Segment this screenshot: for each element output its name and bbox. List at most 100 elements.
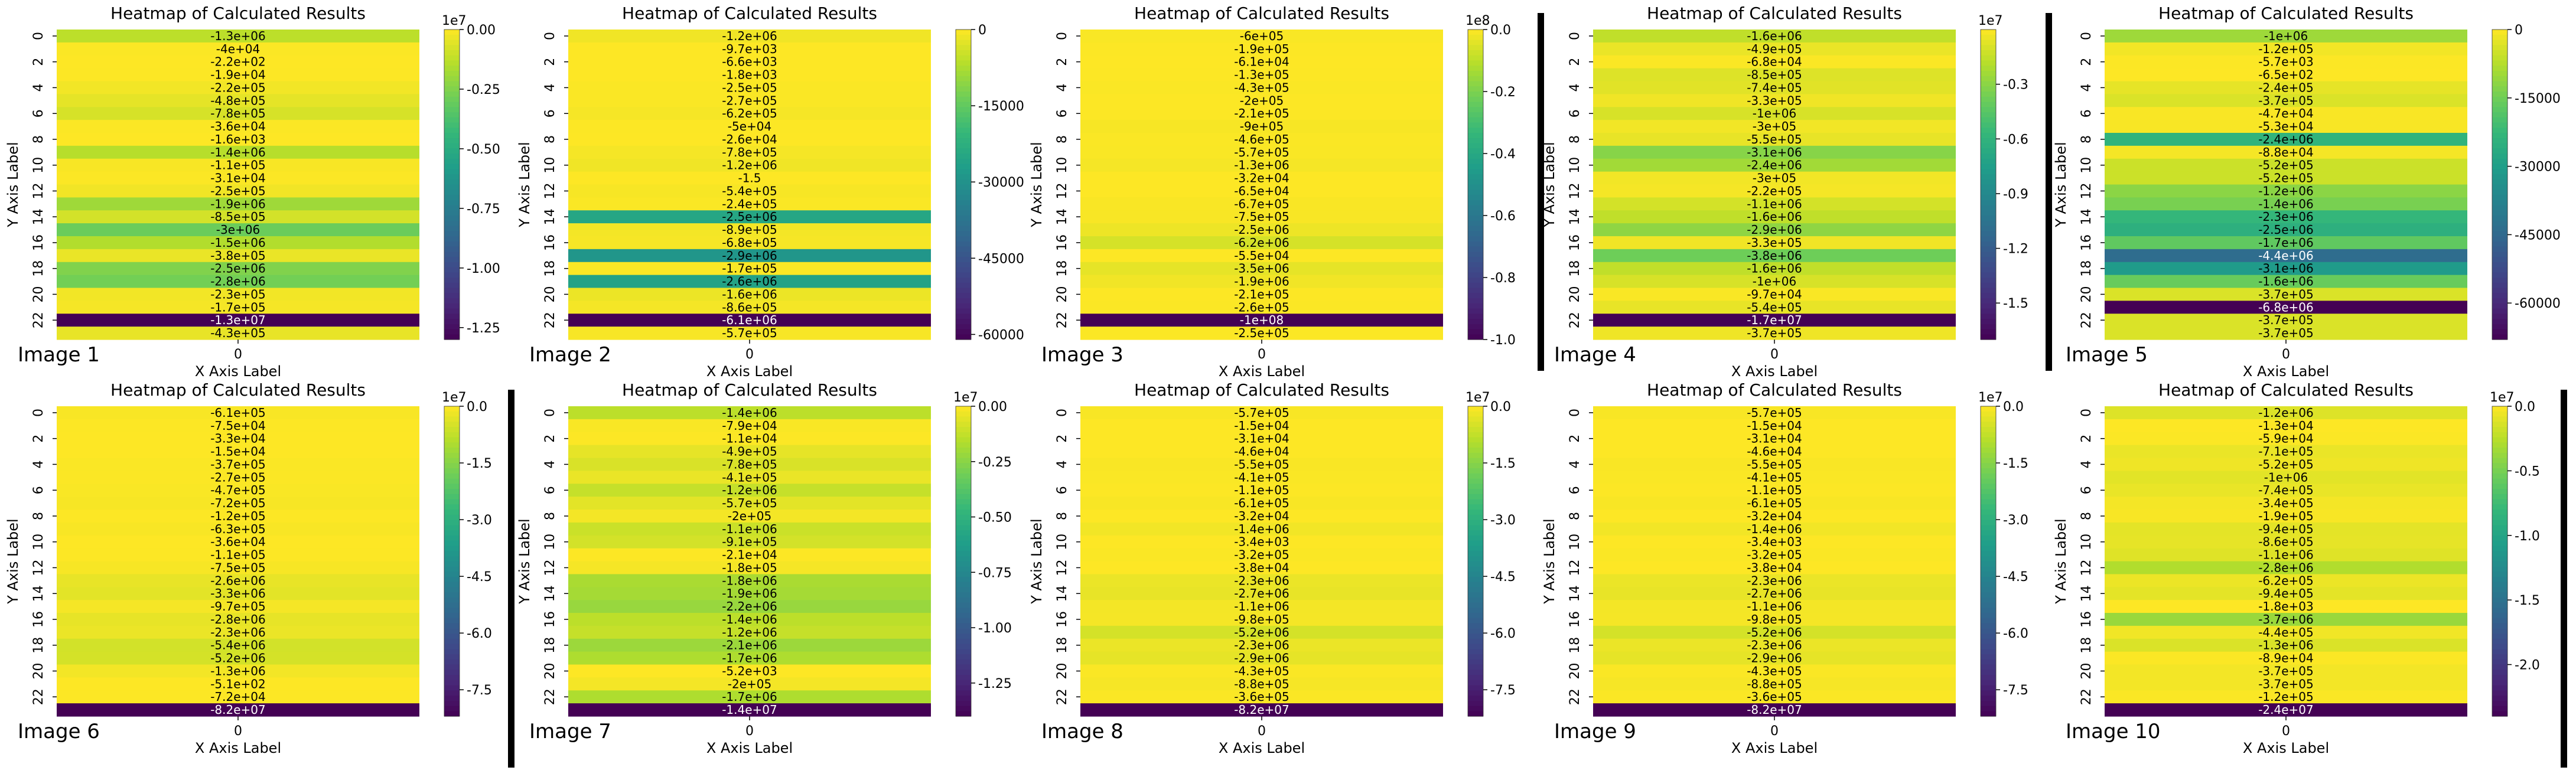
- colorbar-segment: [444, 314, 460, 319]
- heatmap-cell: [568, 690, 931, 704]
- colorbar-segment: [2492, 608, 2507, 613]
- cell-annotation: -5.5e+05: [1234, 457, 1289, 471]
- cell-annotation: -7.4e+05: [1747, 80, 1802, 94]
- cell-annotation: -1.4e+07: [722, 703, 777, 717]
- cell-annotation: -3.3e+05: [1747, 236, 1802, 250]
- cell-annotation: -5.4e+06: [210, 638, 266, 652]
- panel-label: Image 8: [1041, 720, 1123, 743]
- cell-annotation: -1.7e+05: [722, 262, 777, 276]
- colorbar-segment: [2492, 319, 2507, 325]
- colorbar-segment: [444, 685, 460, 691]
- colorbar-segment: [2492, 81, 2507, 87]
- y-tick-label: 2: [1055, 435, 1070, 443]
- cell-annotation: -2.5e+06: [210, 262, 266, 276]
- heatmap-cell: [568, 133, 931, 146]
- colorbar-segment: [1468, 711, 1483, 717]
- cell-annotation: -1.9e+06: [210, 197, 266, 211]
- colorbar-segment: [444, 246, 460, 252]
- colorbar-segment: [956, 241, 971, 247]
- colorbar-frame: [1467, 29, 1484, 340]
- heatmap-cell: [568, 703, 931, 717]
- cell-annotation: -5.1e+02: [210, 677, 266, 691]
- colorbar-tick-label: -0.25: [467, 83, 500, 97]
- colorbar-segment: [956, 96, 971, 103]
- colorbar-segment: [1468, 76, 1483, 82]
- colorbar-segment: [1468, 128, 1483, 133]
- colorbar-segment: [1981, 613, 1996, 619]
- colorbar-segment: [956, 587, 971, 593]
- colorbar-segment: [444, 71, 460, 77]
- y-tick-label: 14: [1055, 585, 1070, 602]
- colorbar-segment: [444, 561, 460, 567]
- colorbar-tick-label: -30000: [2515, 160, 2561, 175]
- heatmap-cell: [568, 223, 931, 237]
- colorbar-segment: [444, 690, 460, 696]
- colorbar-segment: [956, 102, 971, 107]
- colorbar-segment: [956, 308, 971, 314]
- colorbar-segment: [2492, 174, 2507, 180]
- heatmap-cell: [1080, 249, 1443, 263]
- colorbar-segment: [1468, 623, 1483, 629]
- colorbar-segment: [1981, 128, 1996, 133]
- y-tick-label: 16: [1055, 611, 1070, 628]
- cell-annotation: -8.2e+07: [210, 703, 266, 717]
- colorbar-segment: [956, 236, 971, 242]
- colorbar-segment: [1468, 437, 1483, 443]
- cell-annotation: -1.5e+06: [210, 236, 266, 250]
- y-tick-label: 16: [31, 234, 46, 251]
- colorbar-segment: [2492, 112, 2507, 118]
- colorbar-segment: [444, 473, 460, 479]
- heatmap-cell: [568, 419, 931, 433]
- heatmap-cell: [1080, 94, 1443, 107]
- y-tick-label: 10: [1568, 534, 1582, 550]
- colorbar-segment: [1981, 638, 1996, 645]
- heatmap-cell: [2105, 445, 2467, 459]
- y-tick-label: 20: [1568, 662, 1582, 679]
- colorbar-segment: [2492, 535, 2507, 541]
- colorbar-segment: [2492, 154, 2507, 159]
- heatmap-cell: [1593, 587, 1956, 600]
- cell-annotation: -6.8e+04: [1747, 55, 1802, 69]
- colorbar-segment: [444, 638, 460, 645]
- colorbar-segment: [444, 422, 460, 427]
- colorbar-segment: [1468, 164, 1483, 169]
- heatmap-cell: [1080, 574, 1443, 588]
- colorbar-segment: [2492, 638, 2507, 645]
- colorbar-segment: [444, 587, 460, 593]
- cell-annotation: -3e+06: [216, 223, 260, 237]
- colorbar-segment: [2492, 406, 2507, 412]
- colorbar-segment: [1468, 267, 1483, 273]
- heatmap-cell: [1593, 677, 1956, 691]
- colorbar-segment: [444, 257, 460, 263]
- colorbar-segment: [956, 448, 971, 453]
- colorbar-segment: [2492, 442, 2507, 448]
- colorbar-segment: [956, 696, 971, 701]
- heatmap-cell: [2105, 613, 2467, 626]
- colorbar-segment: [444, 458, 460, 464]
- cell-annotation: -7.1e+05: [2258, 445, 2314, 459]
- colorbar-segment: [1468, 50, 1483, 56]
- colorbar-segment: [956, 303, 971, 309]
- colorbar-segment: [956, 148, 971, 154]
- colorbar-segment: [2492, 540, 2507, 546]
- heatmap-title: Heatmap of Calculated Results: [110, 4, 366, 23]
- colorbar-segment: [1468, 241, 1483, 247]
- colorbar-tick-label: -45000: [978, 252, 1024, 266]
- cell-annotation: -7.8e+05: [210, 106, 266, 120]
- heatmap-cell: [2105, 327, 2467, 340]
- colorbar-segment: [444, 76, 460, 82]
- colorbar-segment: [1468, 143, 1483, 149]
- heatmap-cell: [57, 406, 419, 420]
- y-tick-label: 2: [1568, 58, 1582, 66]
- cell-annotation: -4.1e+05: [1747, 470, 1802, 484]
- y-tick-label: 14: [1055, 208, 1070, 225]
- colorbar-segment: [2492, 649, 2507, 655]
- cell-annotation: -1e+06: [1753, 275, 1796, 289]
- y-tick-label: 6: [1055, 109, 1070, 118]
- heatmap-panel: Heatmap of Calculated Results -1.3e+06-4e…: [5, 4, 500, 380]
- colorbar-segment: [1468, 675, 1483, 681]
- heatmap-cell: [1080, 107, 1443, 120]
- colorbar-segment: [956, 649, 971, 655]
- heatmap-cell: [568, 249, 931, 263]
